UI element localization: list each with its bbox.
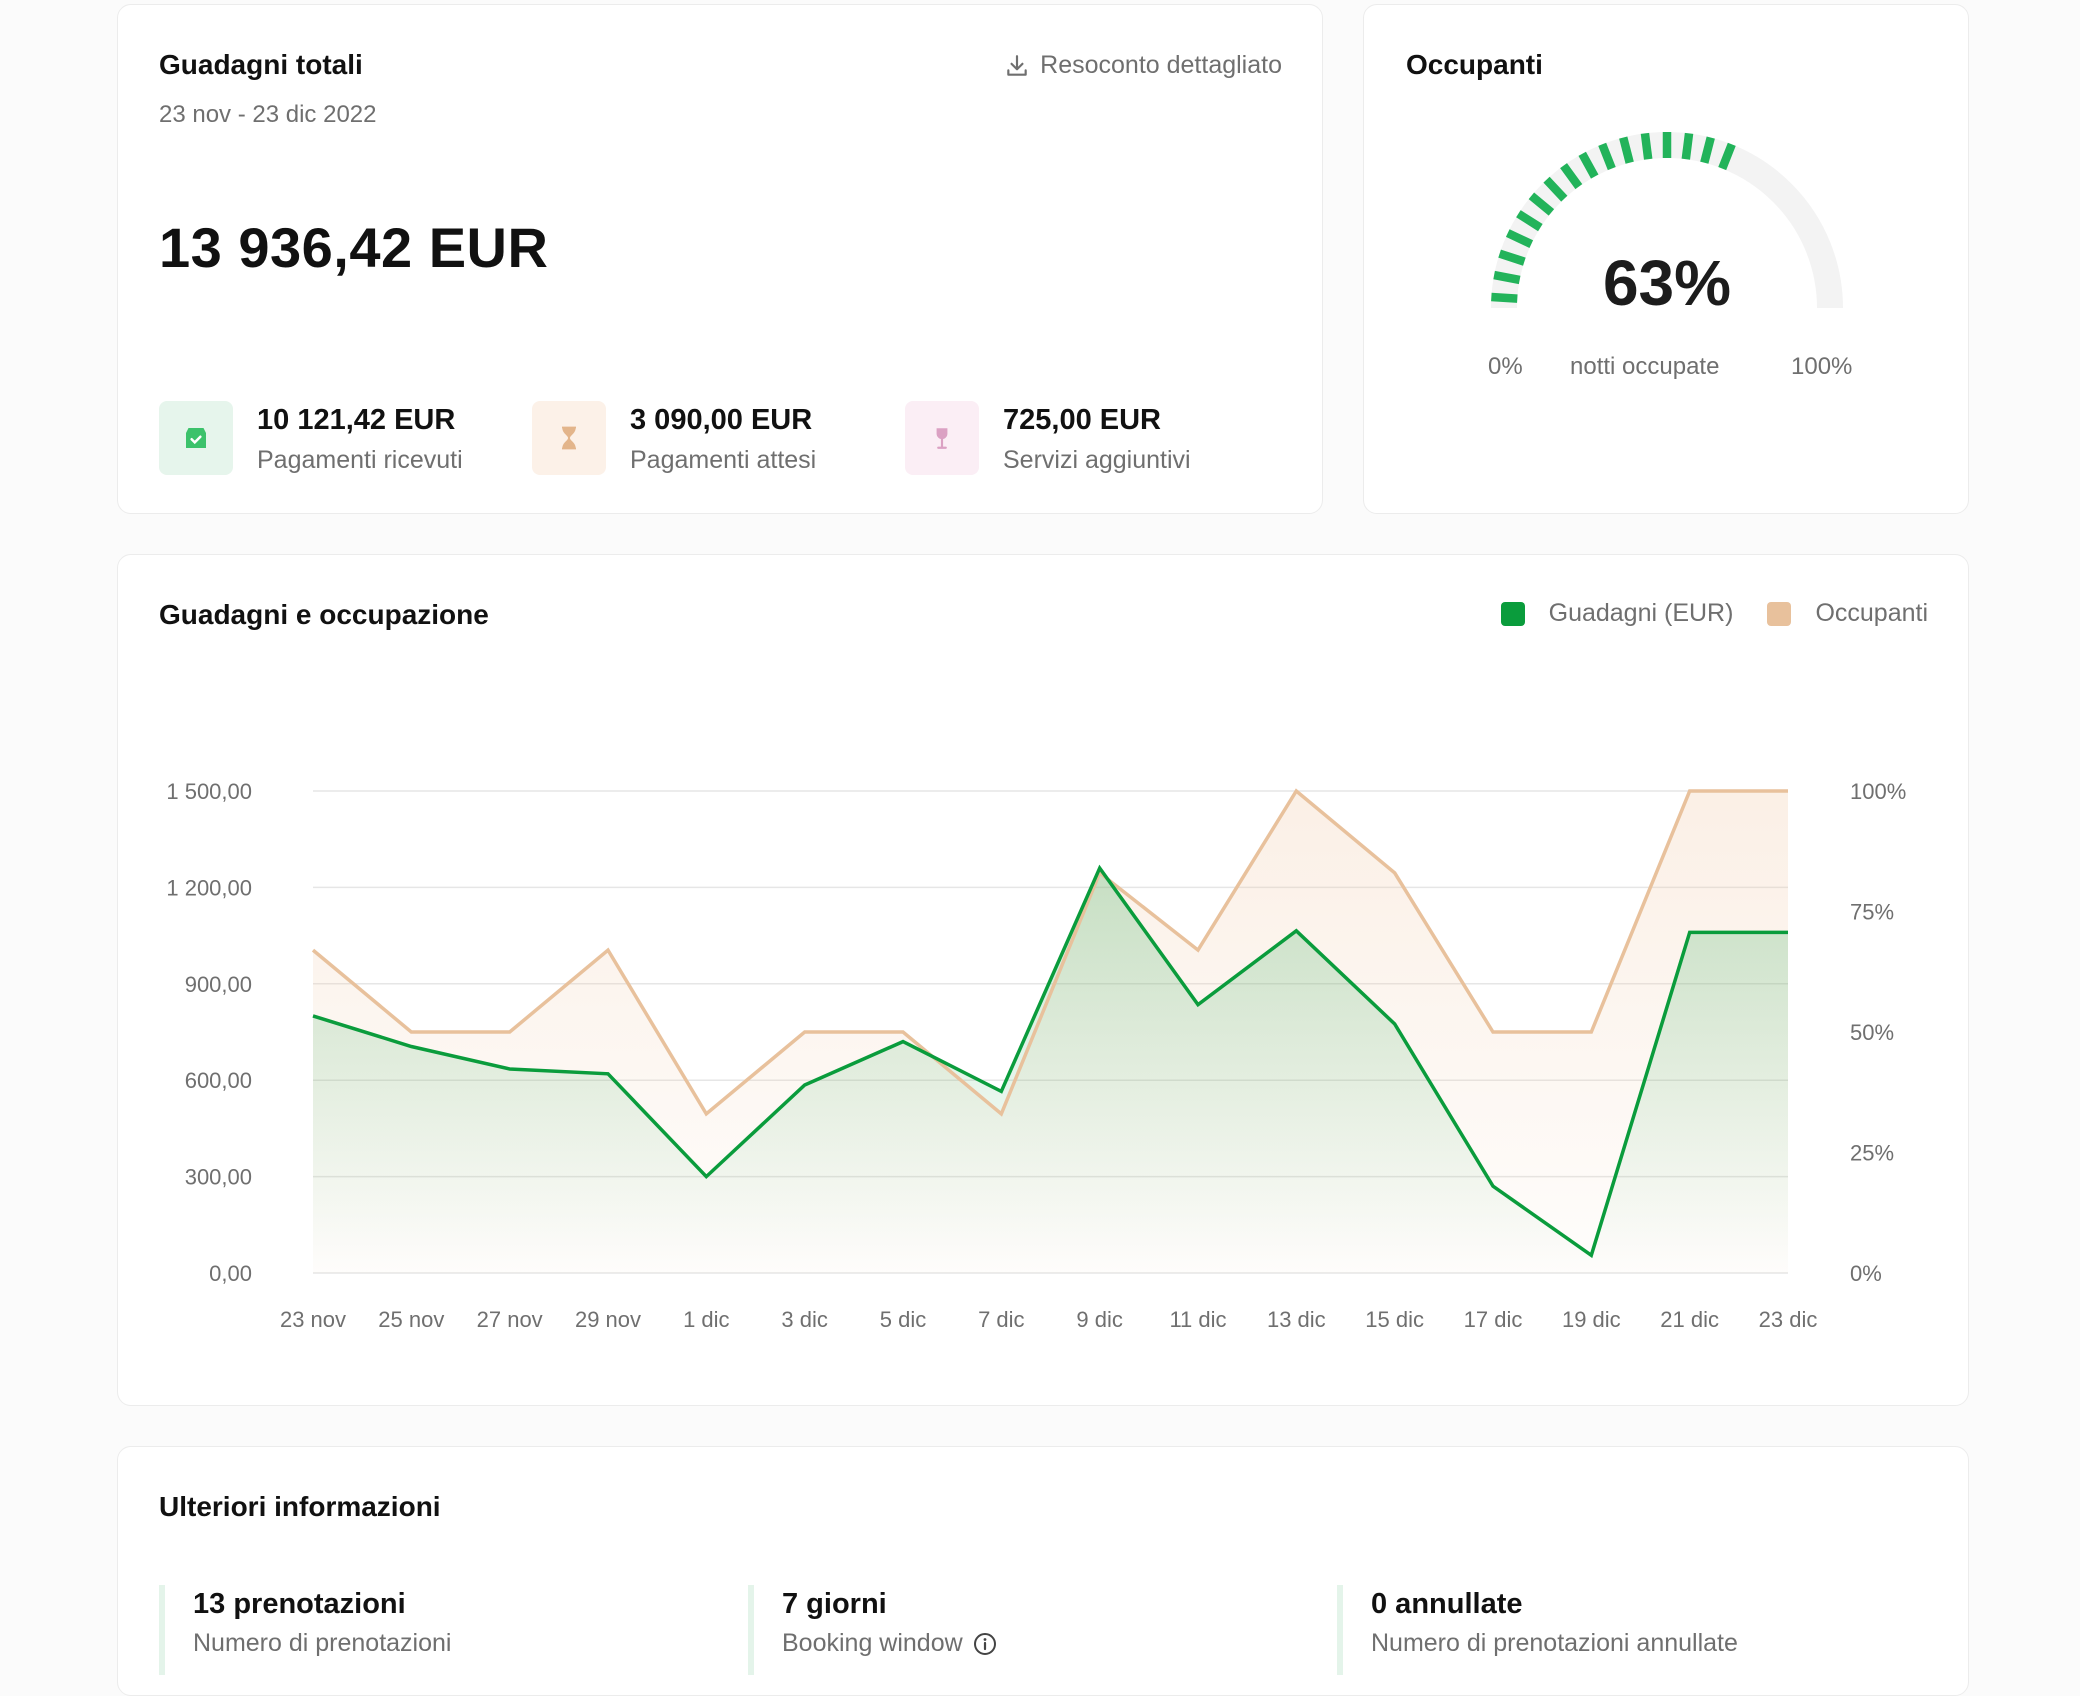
box-check-icon [159,401,233,475]
x-tick-label: 27 nov [477,1307,543,1332]
info-circle-icon[interactable] [973,1632,997,1656]
x-tick-label: 21 dic [1660,1307,1719,1332]
gauge-tick [1493,270,1521,285]
x-tick-label: 15 dic [1365,1307,1424,1332]
total-earnings: 13 936,42 EUR [159,216,549,279]
info-label: Booking window [782,1629,963,1657]
download-icon [1007,54,1027,76]
occupancy-title: Occupanti [1406,49,1543,80]
info-booking-window: 7 giorni Booking window [748,1585,997,1675]
gauge-tick [1640,132,1653,160]
info-label: Numero di prenotazioni [193,1629,452,1657]
gauge-tick [1516,210,1543,232]
hourglass-icon [532,401,606,475]
x-tick-label: 23 nov [280,1307,346,1332]
x-tick-label: 19 dic [1562,1307,1621,1332]
gauge-max-label: 100% [1791,353,1853,380]
x-tick-label: 7 dic [978,1307,1024,1332]
earnings-card: Guadagni totali 23 nov - 23 dic 2022 Res… [117,4,1323,514]
y-left-tick-label: 1 200,00 [166,875,252,900]
gauge-tick [1700,136,1715,164]
wine-glass-icon [905,401,979,475]
x-tick-label: 1 dic [683,1307,729,1332]
occupancy-gauge: 63% [1491,132,1843,319]
x-tick-label: 17 dic [1464,1307,1523,1332]
stat-payments-received: 10 121,42 EUR Pagamenti ricevuti [159,401,463,475]
x-tick-label: 9 dic [1076,1307,1122,1332]
occupancy-card: 63% Occupanti 0% notti occupate 100% [1363,4,1969,514]
y-right-tick-label: 25% [1850,1141,1894,1166]
x-tick-label: 23 dic [1759,1307,1818,1332]
stat-extra-services: 725,00 EUR Servizi aggiuntivi [905,401,1191,475]
stat-payments-expected: 3 090,00 EUR Pagamenti attesi [532,401,816,475]
gauge-tick [1681,132,1694,160]
gauge-value: 63% [1603,247,1731,319]
gauge-tick [1505,229,1534,248]
info-bookings: 13 prenotazioni Numero di prenotazioni [159,1585,451,1675]
x-tick-label: 3 dic [781,1307,827,1332]
y-right-tick-label: 75% [1850,900,1894,925]
info-title: Ulteriori informazioni [159,1491,441,1522]
gauge-tick [1543,176,1568,202]
stat-value: 3 090,00 EUR [630,403,813,436]
y-right-tick-label: 50% [1850,1020,1894,1045]
x-tick-label: 25 nov [378,1307,444,1332]
legend-item-earnings[interactable]: Guadagni (EUR) [1500,599,1734,628]
gauge-tick [1528,192,1555,216]
stat-label: Pagamenti ricevuti [257,445,463,474]
gauge-tick [1560,163,1583,190]
stat-value: 10 121,42 EUR [257,403,456,436]
earnings-occupancy-chart: 0,00 300,00 600,00 900,00 1 200,00 1 500,00 0%… [166,779,1906,1332]
x-tick-label: 5 dic [880,1307,926,1332]
gauge-tick [1498,249,1526,266]
legend-swatch [1500,601,1525,626]
earnings-occupancy-chart-card: 0,00 300,00 600,00 900,00 1 200,00 1 500,00 0%… [117,554,1969,1406]
legend-label: Occupanti [1815,599,1928,627]
gauge-min-label: 0% [1488,353,1523,380]
y-left-tick-label: 0,00 [209,1261,252,1286]
info-value: 13 prenotazioni [193,1588,406,1620]
legend-label: Guadagni (EUR) [1548,599,1734,627]
stat-label: Pagamenti attesi [630,445,817,474]
gauge-tick [1718,142,1736,171]
y-left-tick-label: 1 500,00 [166,779,252,804]
earnings-series-area [313,868,1788,1273]
more-info-card: Ulteriori informazioni 13 prenotazioni N… [117,1446,1969,1696]
info-value: 0 annullate [1371,1588,1523,1620]
gauge-tick [1578,151,1599,179]
y-right-tick-label: 0% [1850,1261,1882,1286]
x-tick-label: 11 dic [1169,1307,1226,1332]
earnings-title: Guadagni totali [159,49,363,80]
x-tick-label: 13 dic [1267,1307,1326,1332]
earnings-series-line [312,864,1788,1259]
y-left-tick-label: 600,00 [185,1068,252,1093]
y-left-tick-label: 900,00 [185,972,252,997]
info-label: Numero di prenotazioni annullate [1371,1629,1738,1657]
legend-swatch [1767,601,1792,626]
x-tick-label: 29 nov [575,1307,641,1332]
chart-title: Guadagni e occupazione [159,599,489,630]
gauge-caption: notti occupate [1570,353,1720,380]
detailed-report-link[interactable]: Resoconto dettagliato [1004,51,1282,80]
y-right-tick-label: 100% [1850,779,1906,804]
info-value: 7 giorni [782,1588,887,1620]
legend-item-occupancy[interactable]: Occupanti [1767,599,1928,628]
occupancy-series-line [311,788,1788,1117]
chart-legend: Guadagni (EUR) Occupanti [1467,599,1928,628]
y-left-tick-label: 300,00 [185,1165,252,1190]
date-range: 23 nov - 23 dic 2022 [159,101,377,128]
gauge-tick [1491,292,1518,303]
gauge-tick [1619,136,1634,164]
stat-value: 725,00 EUR [1003,403,1161,436]
detailed-report-label: Resoconto dettagliato [1040,51,1282,79]
info-cancelled: 0 annullate Numero di prenotazioni annul… [1337,1585,1738,1675]
gauge-tick [1598,142,1616,171]
stat-label: Servizi aggiuntivi [1003,445,1191,474]
